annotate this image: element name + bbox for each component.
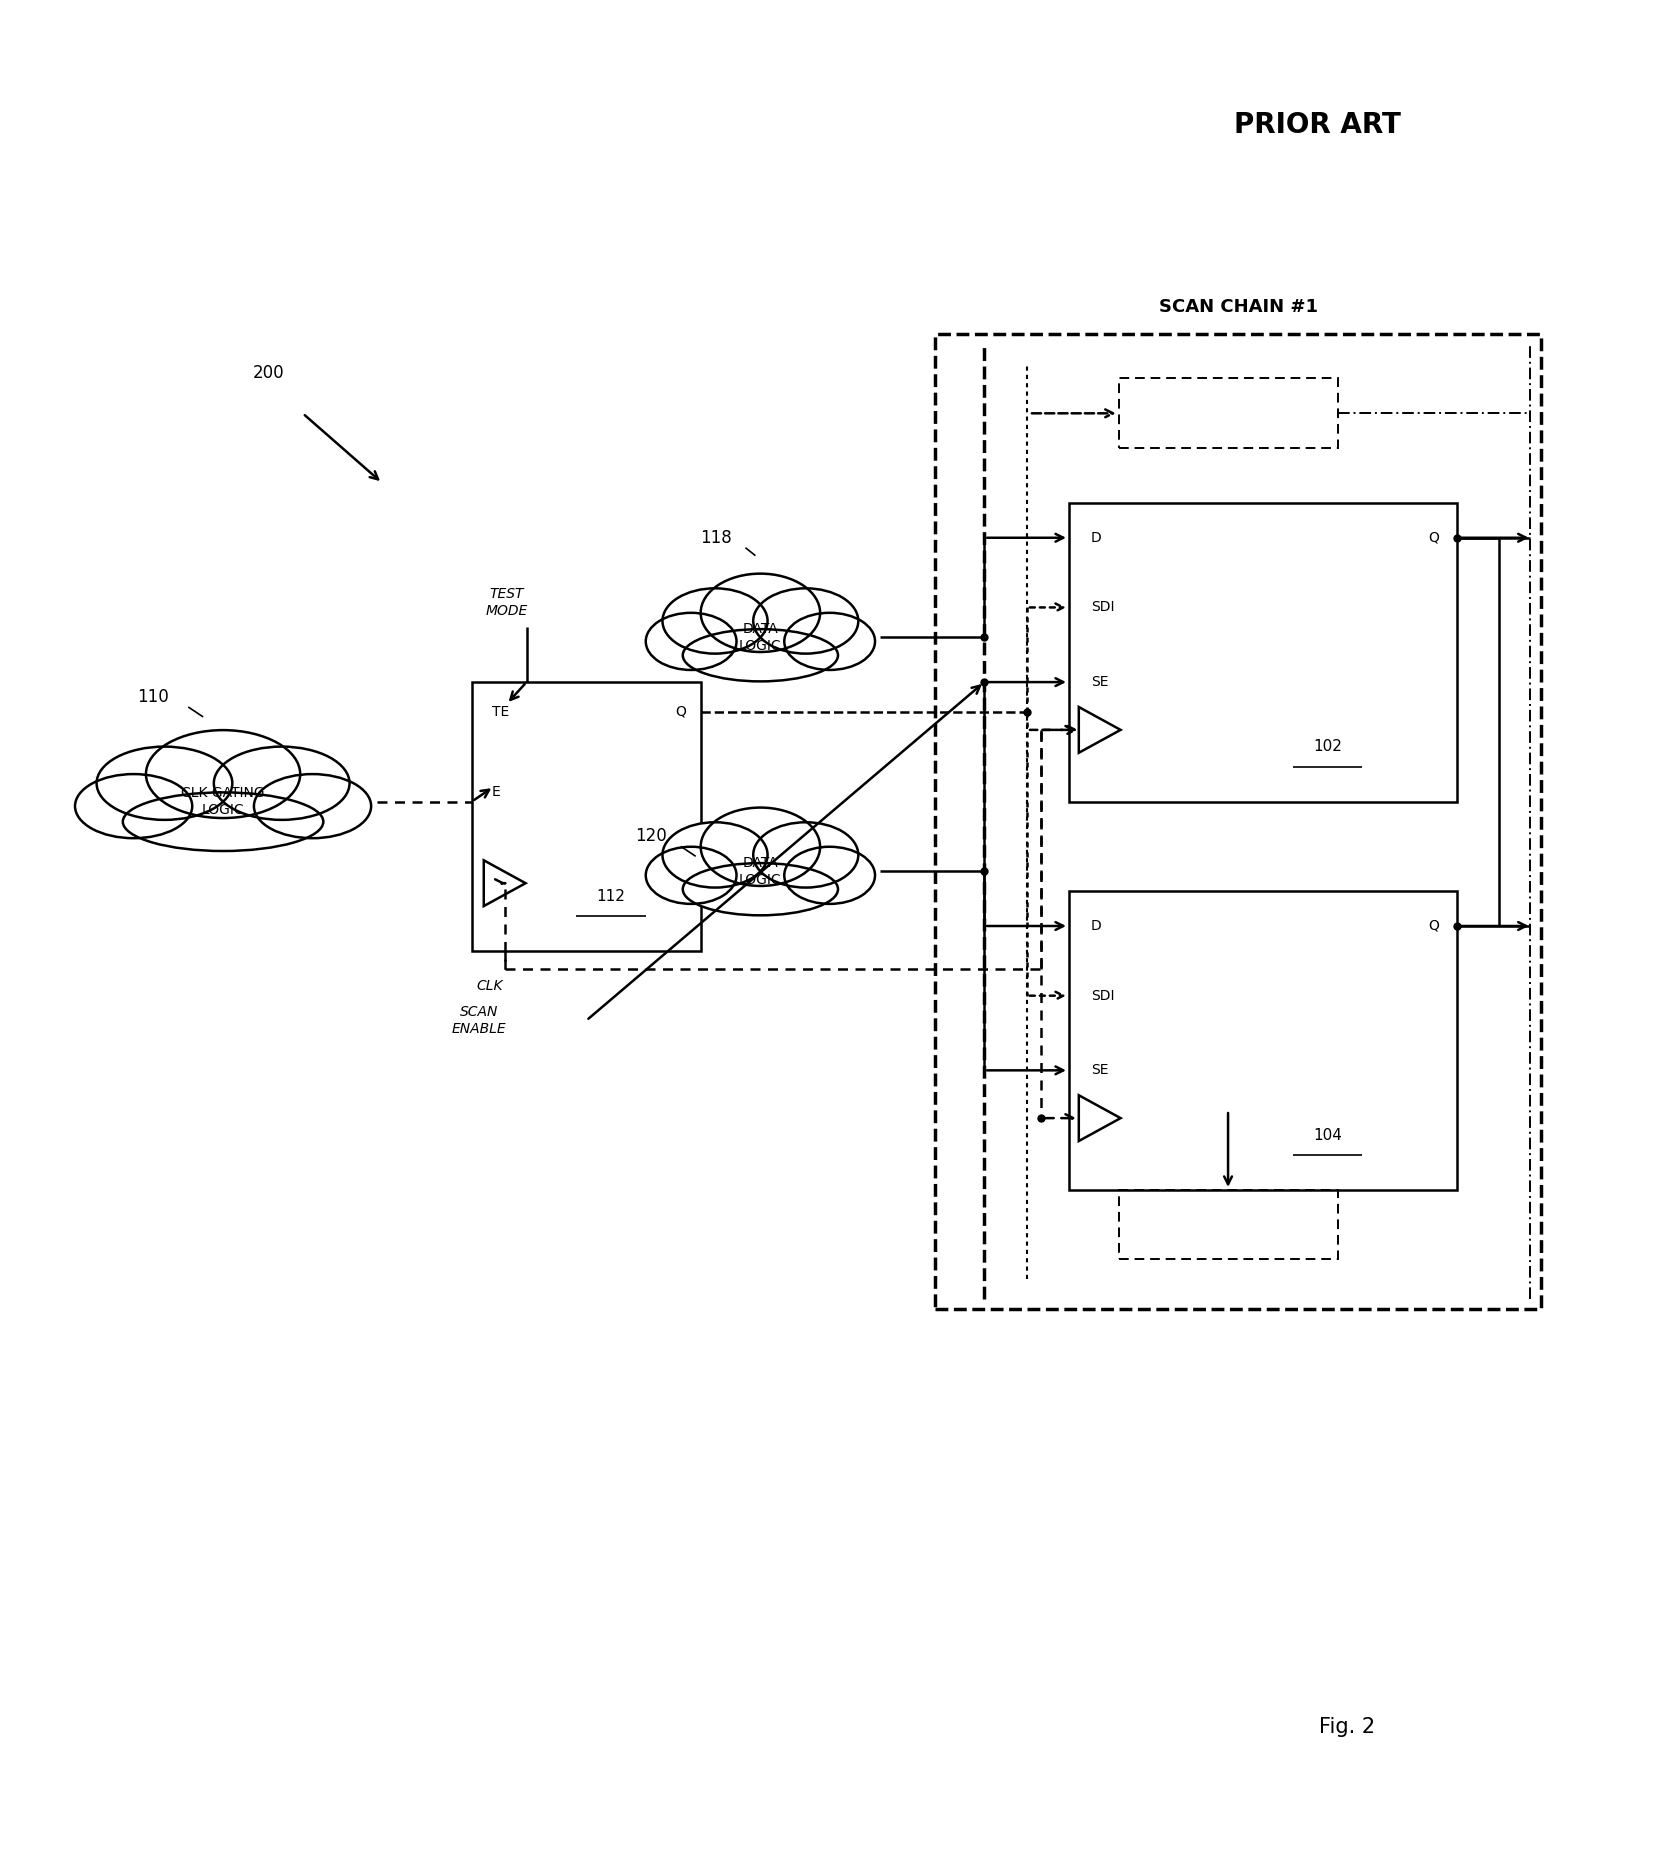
Text: D: D bbox=[1091, 918, 1101, 933]
Text: TEST
MODE: TEST MODE bbox=[485, 587, 527, 618]
Text: 118: 118 bbox=[700, 529, 732, 546]
Ellipse shape bbox=[784, 846, 875, 903]
Text: E: E bbox=[492, 785, 500, 798]
Text: 120: 120 bbox=[635, 827, 667, 846]
Text: 112: 112 bbox=[596, 888, 626, 903]
Text: SE: SE bbox=[1091, 676, 1108, 689]
Ellipse shape bbox=[683, 629, 838, 681]
Text: 102: 102 bbox=[1313, 739, 1342, 755]
Ellipse shape bbox=[683, 863, 838, 916]
Ellipse shape bbox=[254, 774, 371, 839]
Ellipse shape bbox=[213, 746, 349, 820]
Ellipse shape bbox=[754, 589, 858, 653]
Text: D: D bbox=[1091, 531, 1101, 544]
Ellipse shape bbox=[646, 846, 737, 903]
Text: 110: 110 bbox=[138, 689, 170, 705]
Text: 104: 104 bbox=[1313, 1127, 1342, 1142]
FancyBboxPatch shape bbox=[1070, 890, 1457, 1190]
Text: Q: Q bbox=[675, 705, 685, 718]
FancyBboxPatch shape bbox=[472, 683, 700, 951]
Ellipse shape bbox=[663, 822, 767, 888]
Text: TE: TE bbox=[492, 705, 509, 718]
Ellipse shape bbox=[700, 574, 819, 652]
Ellipse shape bbox=[97, 746, 232, 820]
Text: SE: SE bbox=[1091, 1062, 1108, 1077]
Text: SDI: SDI bbox=[1091, 600, 1115, 615]
Ellipse shape bbox=[123, 792, 324, 851]
Text: Q: Q bbox=[1429, 531, 1439, 544]
Ellipse shape bbox=[646, 613, 737, 670]
Text: CLK GATING
LOGIC: CLK GATING LOGIC bbox=[181, 787, 265, 816]
Ellipse shape bbox=[663, 589, 767, 653]
Ellipse shape bbox=[784, 613, 875, 670]
Text: SDI: SDI bbox=[1091, 988, 1115, 1003]
Ellipse shape bbox=[754, 822, 858, 888]
Text: DATA
LOGIC: DATA LOGIC bbox=[739, 855, 782, 887]
Text: 200: 200 bbox=[254, 365, 284, 383]
Text: Fig. 2: Fig. 2 bbox=[1320, 1718, 1375, 1738]
Ellipse shape bbox=[700, 807, 819, 887]
Text: CLK: CLK bbox=[477, 979, 504, 992]
Text: Q: Q bbox=[1429, 918, 1439, 933]
Text: SCAN
ENABLE: SCAN ENABLE bbox=[452, 1005, 507, 1037]
Text: SCAN CHAIN #1: SCAN CHAIN #1 bbox=[1159, 298, 1318, 317]
Ellipse shape bbox=[76, 774, 191, 839]
Text: PRIOR ART: PRIOR ART bbox=[1234, 111, 1400, 139]
Text: DATA
LOGIC: DATA LOGIC bbox=[739, 622, 782, 653]
FancyBboxPatch shape bbox=[1070, 503, 1457, 801]
Ellipse shape bbox=[146, 729, 301, 818]
